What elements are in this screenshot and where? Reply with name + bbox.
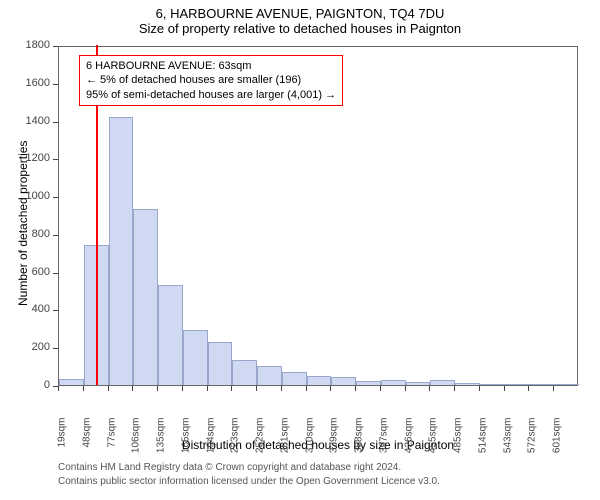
xtick-label: 426sqm	[403, 418, 414, 462]
xtick-mark	[355, 386, 356, 391]
xtick-label: 368sqm	[354, 418, 365, 462]
annotation-line-2: ← 5% of detached houses are smaller (196…	[86, 73, 336, 87]
xtick-label: 106sqm	[131, 418, 142, 462]
ytick-label: 1600	[0, 77, 50, 89]
chart-title-line1: 6, HARBOURNE AVENUE, PAIGNTON, TQ4 7DU	[0, 6, 600, 21]
xtick-mark	[157, 386, 158, 391]
xtick-mark	[405, 386, 406, 391]
xtick-mark	[207, 386, 208, 391]
xtick-label: 252sqm	[255, 418, 266, 462]
xtick-mark	[454, 386, 455, 391]
xtick-label: 514sqm	[477, 418, 488, 462]
xtick-label: 19sqm	[57, 418, 68, 462]
annotation-line-3: 95% of semi-detached houses are larger (…	[86, 88, 336, 102]
xtick-mark	[83, 386, 84, 391]
xtick-mark	[182, 386, 183, 391]
ytick-label: 800	[0, 228, 50, 240]
annotation-box: 6 HARBOURNE AVENUE: 63sqm ← 5% of detach…	[79, 55, 343, 106]
plot-area: 6 HARBOURNE AVENUE: 63sqm ← 5% of detach…	[58, 46, 578, 386]
ytick-mark	[53, 235, 58, 236]
xtick-mark	[479, 386, 480, 391]
histogram-bar	[133, 209, 158, 385]
xtick-mark	[231, 386, 232, 391]
histogram-bar	[505, 384, 530, 385]
histogram-bar	[158, 285, 183, 385]
ytick-mark	[53, 84, 58, 85]
ytick-mark	[53, 159, 58, 160]
footnote-line2: Contains public sector information licen…	[58, 476, 440, 487]
histogram-bar	[356, 381, 381, 385]
xtick-mark	[281, 386, 282, 391]
chart-container: 6, HARBOURNE AVENUE, PAIGNTON, TQ4 7DU S…	[0, 0, 600, 500]
xtick-mark	[108, 386, 109, 391]
xtick-label: 135sqm	[156, 418, 167, 462]
histogram-bar	[307, 376, 332, 385]
xtick-mark	[330, 386, 331, 391]
histogram-bar	[232, 360, 257, 385]
xtick-label: 48sqm	[81, 418, 92, 462]
ytick-mark	[53, 197, 58, 198]
ytick-mark	[53, 310, 58, 311]
histogram-bar	[208, 342, 233, 385]
histogram-bar	[109, 117, 134, 385]
xtick-label: 165sqm	[180, 418, 191, 462]
ytick-label: 1800	[0, 39, 50, 51]
xtick-mark	[380, 386, 381, 391]
histogram-bar	[59, 379, 84, 385]
ytick-mark	[53, 273, 58, 274]
xtick-label: 77sqm	[106, 418, 117, 462]
xtick-mark	[429, 386, 430, 391]
histogram-bar	[406, 382, 431, 385]
xtick-mark	[553, 386, 554, 391]
xtick-label: 194sqm	[205, 418, 216, 462]
ytick-label: 400	[0, 303, 50, 315]
ytick-label: 1400	[0, 115, 50, 127]
histogram-bar	[455, 383, 480, 385]
histogram-bar	[331, 377, 356, 385]
xtick-mark	[528, 386, 529, 391]
histogram-bar	[381, 380, 406, 385]
xtick-label: 223sqm	[230, 418, 241, 462]
histogram-bar	[282, 372, 307, 385]
xtick-label: 485sqm	[453, 418, 464, 462]
ytick-mark	[53, 46, 58, 47]
xtick-mark	[504, 386, 505, 391]
xtick-label: 601sqm	[552, 418, 563, 462]
xtick-label: 339sqm	[329, 418, 340, 462]
xtick-label: 281sqm	[279, 418, 290, 462]
histogram-bar	[529, 384, 554, 385]
histogram-bar	[430, 380, 455, 385]
xtick-label: 310sqm	[304, 418, 315, 462]
histogram-bar	[554, 384, 579, 385]
xtick-label: 397sqm	[378, 418, 389, 462]
ytick-mark	[53, 348, 58, 349]
ytick-mark	[53, 122, 58, 123]
ytick-label: 600	[0, 266, 50, 278]
xtick-label: 572sqm	[527, 418, 538, 462]
ytick-label: 1000	[0, 190, 50, 202]
histogram-bar	[480, 384, 505, 385]
ytick-label: 0	[0, 379, 50, 391]
ytick-label: 200	[0, 341, 50, 353]
xtick-mark	[256, 386, 257, 391]
ytick-label: 1200	[0, 152, 50, 164]
annotation-line-1: 6 HARBOURNE AVENUE: 63sqm	[86, 59, 336, 73]
chart-title-line2: Size of property relative to detached ho…	[0, 21, 600, 36]
xtick-mark	[132, 386, 133, 391]
y-axis-label: Number of detached properties	[16, 141, 30, 306]
histogram-bar	[183, 330, 208, 385]
xtick-mark	[306, 386, 307, 391]
xtick-label: 455sqm	[428, 418, 439, 462]
footnote-line1: Contains HM Land Registry data © Crown c…	[58, 462, 401, 473]
xtick-mark	[58, 386, 59, 391]
histogram-bar	[257, 366, 282, 385]
xtick-label: 543sqm	[502, 418, 513, 462]
